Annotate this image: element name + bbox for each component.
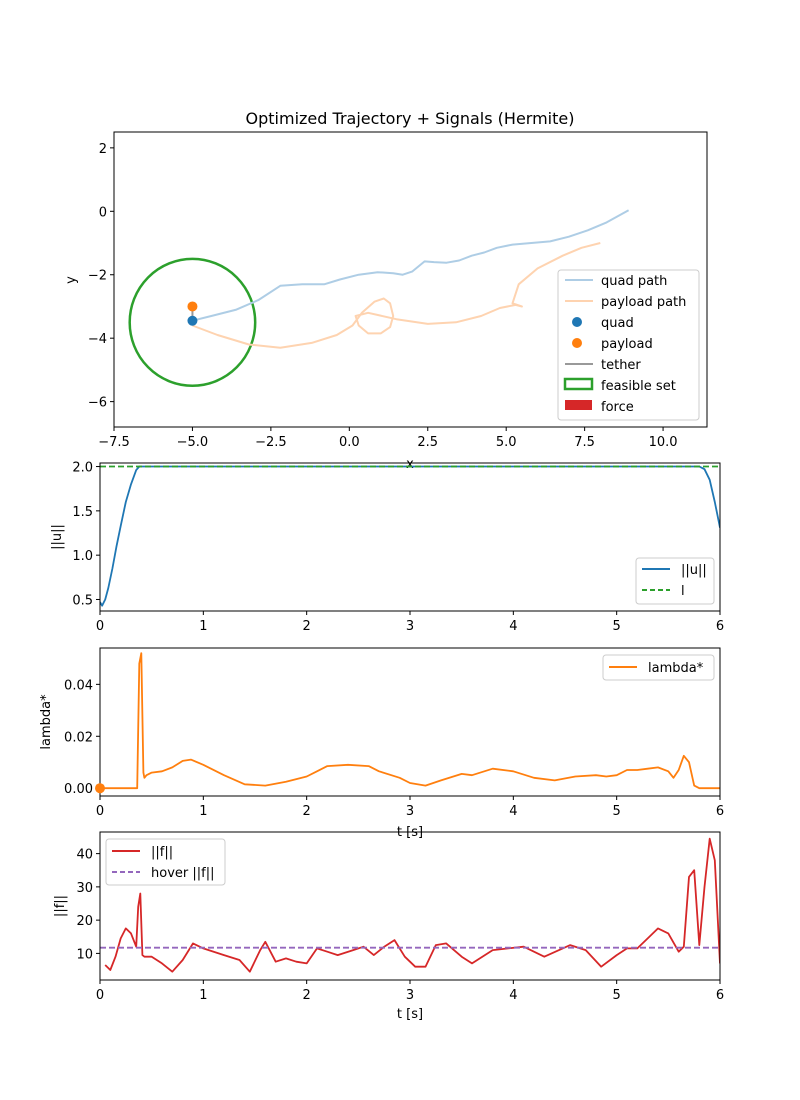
series-line-f [104,837,720,973]
x-tick-label: 0 [96,619,104,634]
legend-label-quad: quad [601,316,634,331]
y-tick-label: −6 [88,396,107,411]
legend-label-feasible-set: feasible set [601,379,676,394]
x-tick-label: −5.0 [177,435,209,450]
x-tick-label: 5 [613,804,621,819]
x-tick-label: 0 [96,988,104,1003]
lambda-y-axis-label: lambda* [39,694,54,750]
x-tick-label: 7.5 [574,435,595,450]
x-tick-label: 3 [406,988,414,1003]
legend-swatch-feasible-set [563,377,594,391]
y-tick-label: 20 [76,914,93,929]
legend-label-l: l [681,584,685,599]
y-tick-label: −4 [88,332,107,347]
series-line-payload-path [192,242,601,349]
x-tick-label: 6 [716,804,724,819]
trajectory-x-axis-label: x [406,457,414,472]
y-tick-label: 40 [76,848,93,863]
x-tick-label: 1 [199,988,207,1003]
y-tick-label: 1.5 [72,505,93,520]
legend-swatch-payload [572,338,582,348]
x-tick-label: −2.5 [255,435,287,450]
f-norm-y-axis-label: ||f|| [53,895,68,917]
u-norm-x-ticks: 0 1 2 3 4 5 6 [96,611,724,634]
series-line-quad-path [192,209,630,322]
x-tick-label: 5 [613,619,621,634]
legend-label-tether: tether [601,358,641,373]
x-tick-label: 1 [199,804,207,819]
x-tick-label: 4 [509,804,517,819]
point-quad [187,315,198,326]
legend-label-u-norm: ||u|| [681,563,707,578]
x-tick-label: 0.0 [339,435,360,450]
trajectory-axes-frame [113,131,708,428]
x-tick-label: 1 [199,619,207,634]
x-tick-label: 5.0 [496,435,517,450]
x-tick-label: 6 [716,619,724,634]
trajectory-x-ticks: −7.5 −5.0 −2.5 0.0 2.5 5.0 7.5 10.0 [98,427,678,450]
chart-title: Optimized Trajectory + Signals (Hermite) [246,109,575,128]
y-tick-label: 0.04 [64,678,93,693]
f-norm-y-ticks: 10 20 30 40 [76,848,100,962]
y-tick-label: 0.5 [72,593,93,608]
series-line-lambda [100,652,720,790]
x-tick-label: 6 [716,988,724,1003]
x-tick-label: −7.5 [98,435,130,450]
lambda-legend: lambda* [602,654,715,681]
u-norm-legend: ||u|| l [635,557,715,605]
y-tick-label: 0 [99,205,107,220]
x-tick-label: 3 [406,804,414,819]
legend-label-force: force [601,400,634,415]
trajectory-y-ticks: 2 0 −2 −4 −6 [88,142,114,411]
u-norm-y-axis-label: ||u|| [50,524,65,550]
y-tick-label: 30 [76,881,93,896]
legend-label-quad-path: quad path [601,274,667,289]
y-tick-label: 0.02 [64,730,93,745]
f-norm-x-axis-label: t [s] [397,1007,423,1022]
x-tick-label: 0 [96,804,104,819]
trajectory-panel: Optimized Trajectory + Signals (Hermite)… [64,109,708,472]
x-tick-label: 4 [509,619,517,634]
point-payload [187,301,198,312]
legend-frame [602,654,715,681]
legend-label-payload-path: payload path [601,295,686,310]
legend-label-hover-f: hover ||f|| [151,866,214,881]
legend-label-f-norm: ||f|| [151,845,173,860]
u-norm-y-ticks: 0.5 1.0 1.5 2.0 [72,461,100,608]
y-tick-label: 1.0 [72,549,93,564]
x-tick-label: 2 [303,988,311,1003]
f-norm-legend: ||f|| hover ||f|| [105,838,226,886]
trajectory-legend: quad path payload path quad payload teth… [557,269,700,421]
lambda-y-ticks: 0.00 0.02 0.04 [64,678,100,797]
feasible-set-circle [128,257,257,388]
trajectory-y-axis-label: y [64,276,79,284]
f-norm-panel: 0 1 2 3 4 5 6 10 20 30 40 t [s] ||f|| ||f|| hover… [53,831,724,1022]
y-tick-label: 2.0 [72,461,93,476]
legend-swatch-force [565,400,592,410]
y-tick-label: 0.00 [64,782,93,797]
f-norm-series [100,837,720,973]
legend-swatch-quad [572,317,582,327]
legend-label-payload: payload [601,337,653,352]
y-tick-label: 2 [99,142,107,157]
x-tick-label: 2 [303,804,311,819]
legend-label-lambda: lambda* [648,661,704,676]
x-tick-label: 2 [303,619,311,634]
lambda-x-ticks: 0 1 2 3 4 5 6 [96,796,724,819]
u-norm-series [100,465,720,607]
x-tick-label: 4 [509,988,517,1003]
y-tick-label: 10 [76,947,93,962]
u-norm-panel: 0 1 2 3 4 5 6 0.5 1.0 1.5 2.0 ||u|| ||u|| l [50,461,724,634]
x-tick-label: 2.5 [417,435,438,450]
x-tick-label: 3 [406,619,414,634]
f-norm-x-ticks: 0 1 2 3 4 5 6 [96,980,724,1003]
y-tick-label: −2 [88,269,107,284]
lambda-series [100,652,720,790]
x-tick-label: 5 [613,988,621,1003]
x-tick-label: 10.0 [649,435,678,450]
point-lambda-start-marker [95,783,105,794]
